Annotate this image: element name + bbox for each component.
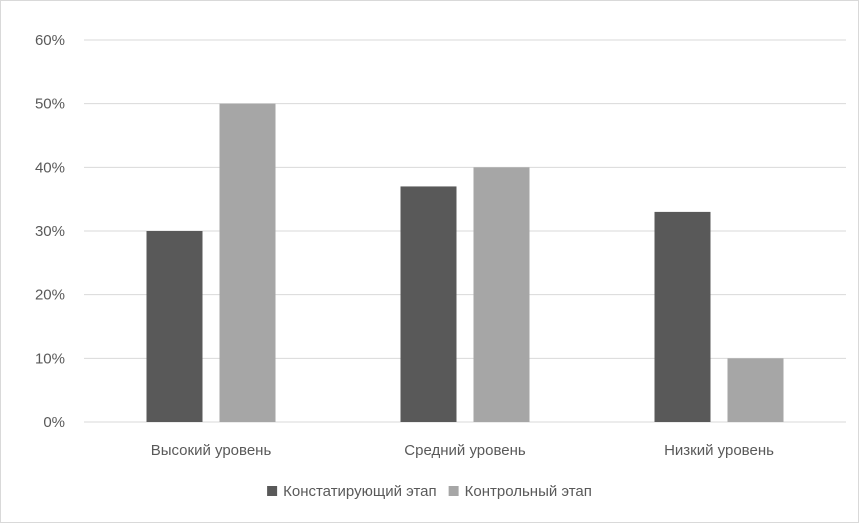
bar-констатирующий-этап-высокий-уровень	[146, 231, 203, 422]
bar-контрольный-этап-средний-уровень	[473, 167, 530, 422]
x-axis-tick-labels: Высокий уровень Средний уровень Низкий уро…	[151, 442, 774, 459]
legend-label-контрольный-этап: Контрольный этап	[465, 483, 592, 500]
legend-swatch-контрольный-этап	[448, 486, 459, 496]
x-tick-label-высокий-уровень: Высокий уровень	[151, 442, 272, 459]
y-tick-label-60: 60%	[35, 32, 65, 49]
bar-контрольный-этап-высокий-уровень	[219, 103, 276, 423]
y-axis-tick-labels: 0% 10% 20% 30% 40% 50% 60%	[35, 32, 65, 431]
bar-констатирующий-этап-средний-уровень	[400, 186, 457, 422]
y-tick-label-10: 10%	[35, 350, 65, 367]
legend-swatch-констатирующий-этап	[267, 486, 278, 496]
bar-констатирующий-этап-низкий-уровень	[654, 211, 711, 422]
y-tick-label-40: 40%	[35, 159, 65, 176]
y-tick-label-50: 50%	[35, 96, 65, 113]
y-tick-label-20: 20%	[35, 287, 65, 304]
y-tick-label-0: 0%	[43, 414, 65, 431]
gridlines	[84, 39, 846, 423]
legend-label-констатирующий-этап: Констатирующий этап	[283, 483, 437, 500]
x-tick-label-средний-уровень: Средний уровень	[404, 442, 526, 459]
x-tick-label-низкий-уровень: Низкий уровень	[664, 442, 774, 459]
bar-контрольный-этап-низкий-уровень	[727, 358, 784, 422]
bars	[146, 103, 784, 423]
legend: Констатирующий этап Контрольный этап	[267, 483, 592, 500]
y-tick-label-30: 30%	[35, 223, 65, 240]
